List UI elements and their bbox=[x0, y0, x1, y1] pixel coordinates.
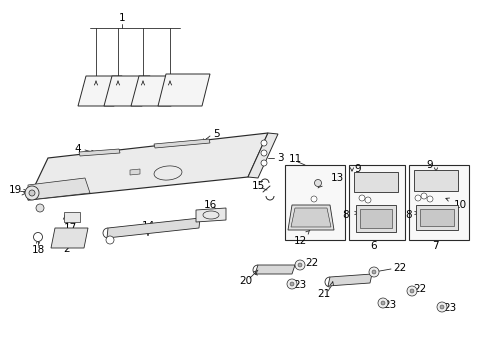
Circle shape bbox=[289, 282, 293, 286]
Circle shape bbox=[261, 140, 266, 146]
Circle shape bbox=[286, 279, 296, 289]
Text: 19: 19 bbox=[8, 185, 21, 195]
Circle shape bbox=[406, 286, 416, 296]
Text: 22: 22 bbox=[305, 258, 318, 268]
Text: 14: 14 bbox=[141, 221, 154, 231]
Circle shape bbox=[310, 196, 316, 202]
Text: 9: 9 bbox=[426, 160, 432, 170]
Circle shape bbox=[25, 186, 39, 200]
Circle shape bbox=[436, 302, 446, 312]
Polygon shape bbox=[131, 76, 179, 106]
Circle shape bbox=[294, 260, 305, 270]
Polygon shape bbox=[413, 170, 457, 191]
Polygon shape bbox=[419, 209, 453, 226]
Circle shape bbox=[358, 195, 364, 201]
Polygon shape bbox=[158, 74, 209, 106]
Circle shape bbox=[377, 298, 387, 308]
Text: 3: 3 bbox=[276, 153, 283, 163]
Text: 12: 12 bbox=[293, 236, 306, 246]
Circle shape bbox=[36, 204, 44, 212]
Text: 18: 18 bbox=[31, 245, 44, 255]
Polygon shape bbox=[28, 178, 90, 200]
Bar bbox=[285, 165, 345, 240]
Circle shape bbox=[380, 301, 384, 305]
Circle shape bbox=[314, 180, 321, 186]
Circle shape bbox=[297, 263, 302, 267]
Circle shape bbox=[409, 289, 413, 293]
Circle shape bbox=[34, 233, 42, 242]
Circle shape bbox=[106, 236, 114, 244]
Text: 20: 20 bbox=[239, 276, 252, 286]
Circle shape bbox=[368, 267, 378, 277]
Text: 16: 16 bbox=[203, 200, 216, 210]
Circle shape bbox=[261, 150, 266, 156]
Circle shape bbox=[420, 193, 426, 199]
Text: 5: 5 bbox=[212, 129, 219, 139]
Text: 7: 7 bbox=[431, 241, 437, 251]
Text: 23: 23 bbox=[383, 300, 396, 310]
Polygon shape bbox=[247, 133, 278, 178]
Polygon shape bbox=[290, 208, 330, 227]
Polygon shape bbox=[254, 265, 294, 274]
Polygon shape bbox=[79, 149, 120, 156]
Text: 10: 10 bbox=[452, 200, 466, 210]
Polygon shape bbox=[154, 139, 209, 148]
Circle shape bbox=[439, 305, 443, 309]
Polygon shape bbox=[196, 208, 225, 222]
Circle shape bbox=[261, 160, 266, 166]
Circle shape bbox=[414, 195, 420, 201]
Text: 23: 23 bbox=[293, 280, 306, 290]
Polygon shape bbox=[327, 274, 371, 286]
Text: 17: 17 bbox=[63, 223, 77, 233]
Polygon shape bbox=[64, 212, 80, 222]
Text: 2: 2 bbox=[63, 244, 70, 254]
Text: 1: 1 bbox=[119, 13, 125, 23]
Polygon shape bbox=[130, 169, 140, 175]
Polygon shape bbox=[51, 228, 88, 248]
Polygon shape bbox=[355, 205, 395, 232]
Text: 9: 9 bbox=[354, 164, 361, 174]
Polygon shape bbox=[359, 209, 391, 228]
Text: 22: 22 bbox=[392, 263, 406, 273]
Text: 15: 15 bbox=[251, 181, 264, 191]
Polygon shape bbox=[104, 76, 150, 106]
Text: 21: 21 bbox=[317, 289, 330, 299]
Text: 23: 23 bbox=[443, 303, 456, 313]
Text: 22: 22 bbox=[412, 284, 426, 294]
Polygon shape bbox=[415, 205, 457, 230]
Polygon shape bbox=[287, 205, 333, 230]
Circle shape bbox=[364, 197, 370, 203]
Circle shape bbox=[426, 196, 432, 202]
Circle shape bbox=[29, 190, 35, 196]
Bar bbox=[348, 165, 404, 240]
Circle shape bbox=[371, 270, 375, 274]
Text: 4: 4 bbox=[75, 144, 81, 154]
Text: 6: 6 bbox=[370, 241, 377, 251]
Text: 13: 13 bbox=[330, 173, 343, 183]
Bar bbox=[408, 165, 468, 240]
Text: 8: 8 bbox=[342, 210, 348, 220]
Polygon shape bbox=[353, 172, 397, 192]
Text: 8: 8 bbox=[405, 210, 411, 220]
Text: 11: 11 bbox=[288, 154, 301, 164]
Polygon shape bbox=[107, 218, 200, 238]
Polygon shape bbox=[28, 133, 267, 200]
Polygon shape bbox=[78, 76, 122, 106]
